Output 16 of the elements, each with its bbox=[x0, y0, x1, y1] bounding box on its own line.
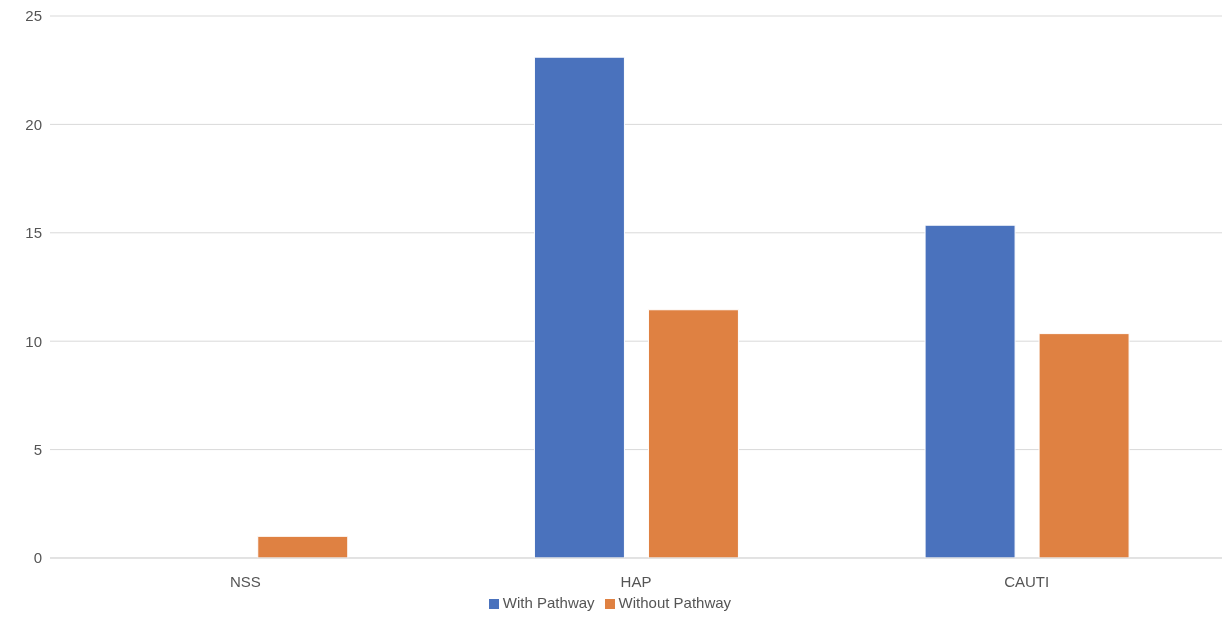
y-tick-label: 5 bbox=[33, 440, 42, 458]
bar bbox=[533, 56, 625, 558]
x-tick-label: HAP bbox=[620, 572, 652, 590]
bar bbox=[647, 309, 739, 558]
y-tick-label: 15 bbox=[25, 224, 42, 242]
y-tick-label: 0 bbox=[33, 549, 42, 567]
y-tick-label: 25 bbox=[25, 7, 42, 25]
x-tick-label: NSS bbox=[229, 572, 261, 590]
bar bbox=[1038, 333, 1130, 558]
bar bbox=[924, 224, 1016, 558]
legend-label: With Pathway bbox=[502, 594, 595, 611]
y-tick-label: 20 bbox=[25, 115, 42, 133]
y-tick-label: 10 bbox=[25, 332, 42, 350]
legend-label: Without Pathway bbox=[618, 594, 732, 611]
bar bbox=[257, 535, 349, 558]
x-tick-label: CAUTI bbox=[1004, 572, 1050, 590]
